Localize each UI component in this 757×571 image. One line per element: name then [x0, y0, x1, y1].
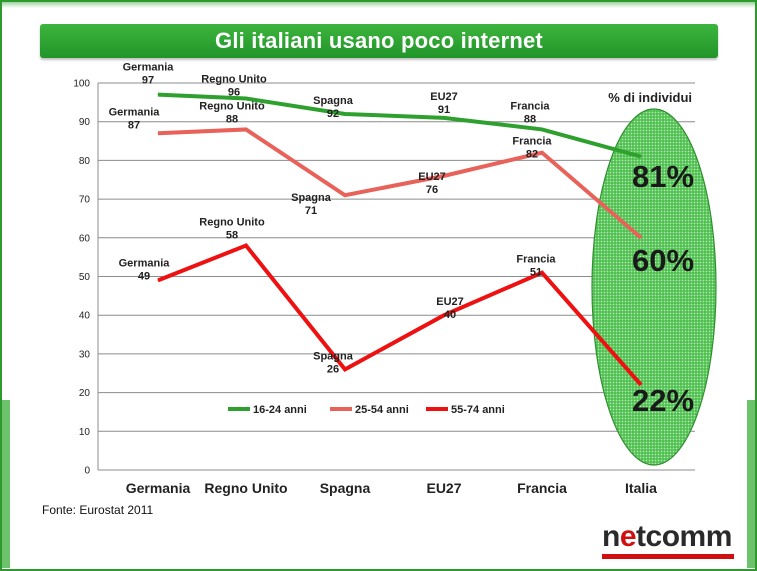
point-name-label: Regno Unito	[199, 217, 265, 229]
point-name-label: Spagna	[313, 350, 354, 362]
x-tick-label: Francia	[517, 480, 567, 496]
point-name-label: Spagna	[313, 95, 354, 107]
point-value-label: 92	[327, 108, 339, 120]
italia-highlight-label: 22%	[632, 383, 694, 418]
point-value-label: 88	[226, 113, 238, 125]
x-tick-label: EU27	[426, 480, 461, 496]
point-value-label: 26	[327, 363, 339, 375]
point-value-label: 97	[142, 75, 154, 87]
point-name-label: Spagna	[291, 192, 332, 204]
top-band	[2, 2, 755, 8]
slide-title: Gli italiani usano poco internet	[215, 28, 543, 53]
series-line-2	[157, 243, 643, 387]
point-name-label: Regno Unito	[199, 100, 265, 112]
logo-wordmark: netcomm	[602, 520, 732, 553]
point-name-label: Francia	[510, 100, 550, 112]
data-point	[443, 117, 445, 119]
point-name-label: EU27	[418, 171, 446, 183]
left-band	[2, 400, 10, 568]
point-value-label: 87	[128, 119, 140, 131]
legend-label: 55-74 anni	[451, 404, 505, 416]
data-point	[443, 175, 445, 177]
point-value-label: 82	[526, 149, 538, 161]
point-value-label: 76	[426, 184, 438, 196]
data-point	[245, 128, 247, 130]
data-point	[344, 368, 346, 370]
y-tick-label: 60	[79, 233, 91, 244]
italia-highlight-label: 60%	[632, 243, 694, 278]
data-point	[157, 94, 159, 96]
data-point	[157, 132, 159, 134]
data-point	[245, 245, 247, 247]
y-tick-label: 70	[79, 195, 91, 206]
x-tick-label: Regno Unito	[204, 480, 287, 496]
point-value-label: 96	[228, 86, 240, 98]
data-point	[640, 237, 642, 239]
data-point	[245, 97, 247, 99]
data-point	[541, 152, 543, 154]
point-value-label: 58	[226, 230, 238, 242]
y-tick-label: 20	[79, 388, 91, 399]
point-name-label: Regno Unito	[201, 73, 267, 85]
point-value-label: 71	[305, 205, 317, 217]
point-name-label: Germania	[109, 106, 161, 118]
y-tick-label: 100	[73, 79, 90, 90]
point-name-label: Germania	[123, 62, 175, 74]
y-tick-label: 0	[84, 466, 90, 477]
data-point	[541, 128, 543, 130]
point-value-label: 49	[138, 270, 150, 282]
point-name-label: Francia	[516, 254, 556, 266]
y-tick-label: 30	[79, 349, 91, 360]
data-point	[344, 113, 346, 115]
data-point	[157, 279, 159, 281]
data-point	[443, 314, 445, 316]
point-name-label: Francia	[512, 136, 552, 148]
point-value-label: 91	[438, 104, 450, 116]
point-name-label: Germania	[119, 257, 171, 269]
x-tick-label: Spagna	[320, 480, 371, 496]
y-tick-label: 40	[79, 311, 91, 322]
y-tick-label: 50	[79, 272, 91, 283]
y-tick-label: 10	[79, 427, 91, 438]
italia-highlight-ellipse	[591, 108, 717, 466]
y-tick-label: 80	[79, 156, 91, 167]
y-tick-label: 90	[79, 117, 91, 128]
title-bar: Gli italiani usano poco internet	[40, 24, 718, 58]
x-tick-label: Italia	[625, 480, 657, 496]
right-band	[747, 400, 755, 568]
data-point	[344, 194, 346, 196]
point-name-label: EU27	[436, 296, 464, 308]
point-name-label: EU27	[430, 91, 458, 103]
point-value-label: 88	[524, 113, 536, 125]
y-axis-label: % di individui	[608, 90, 692, 105]
series-line-0	[157, 92, 642, 159]
netcomm-logo: netcomm	[602, 522, 742, 562]
legend-label: 16-24 anni	[253, 404, 307, 416]
legend-label: 25-54 anni	[355, 404, 409, 416]
italia-highlight-label: 81%	[632, 159, 694, 194]
data-point	[640, 156, 642, 158]
logo-bar	[602, 554, 734, 559]
data-point	[640, 384, 642, 386]
point-value-label: 51	[530, 267, 542, 279]
data-point	[541, 272, 543, 274]
x-tick-label: Germania	[126, 480, 191, 496]
series-line-1	[157, 127, 643, 240]
point-value-label: 40	[444, 309, 456, 321]
source-note: Fonte: Eurostat 2011	[42, 503, 154, 517]
